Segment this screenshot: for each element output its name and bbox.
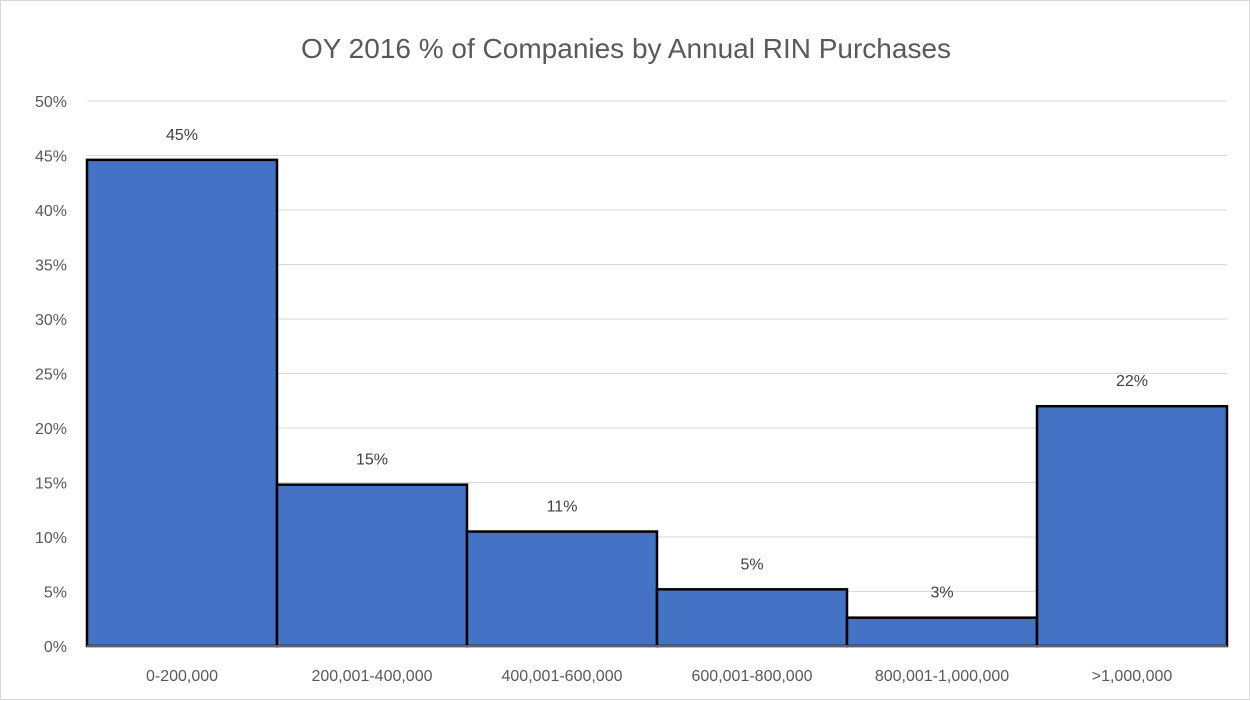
- y-tick-label: 15%: [35, 476, 67, 493]
- y-tick-label: 40%: [35, 203, 67, 220]
- y-tick-label: 35%: [35, 258, 67, 275]
- bar: [845, 616, 1039, 648]
- data-labels: 45% 15% 11% 5% 3% 22%: [166, 127, 1148, 602]
- bar: [655, 588, 849, 648]
- data-label: 22%: [1116, 373, 1148, 390]
- bar: [85, 158, 279, 648]
- x-tick-label: 400,001-600,000: [502, 668, 623, 685]
- y-axis-tick-labels: 0% 5% 10% 15% 20% 25% 30% 35% 40% 45% 50%: [35, 94, 67, 656]
- y-tick-label: 20%: [35, 421, 67, 438]
- x-tick-label: 0-200,000: [146, 668, 218, 685]
- y-tick-label: 0%: [44, 639, 67, 656]
- data-label: 5%: [740, 556, 763, 573]
- y-tick-label: 5%: [44, 585, 67, 602]
- x-axis-tick-labels: 0-200,000 200,001-400,000 400,001-600,000 6…: [146, 668, 1172, 685]
- bar: [1035, 404, 1229, 648]
- data-label: 15%: [356, 452, 388, 469]
- bars: [85, 158, 1229, 648]
- data-label: 45%: [166, 127, 198, 144]
- bar: [465, 530, 659, 648]
- data-label: 3%: [930, 585, 953, 602]
- data-label: 11%: [547, 499, 578, 516]
- y-tick-label: 50%: [35, 94, 67, 111]
- y-tick-label: 30%: [35, 312, 67, 329]
- y-tick-label: 10%: [35, 530, 67, 547]
- bar: [275, 483, 469, 648]
- y-tick-label: 25%: [35, 367, 67, 384]
- x-tick-label: >1,000,000: [1092, 668, 1173, 685]
- x-tick-label: 600,001-800,000: [692, 668, 813, 685]
- x-tick-label: 800,001-1,000,000: [875, 668, 1009, 685]
- y-tick-label: 45%: [35, 149, 67, 166]
- x-tick-label: 200,001-400,000: [312, 668, 433, 685]
- chart-title: OY 2016 % of Companies by Annual RIN Pur…: [301, 33, 951, 64]
